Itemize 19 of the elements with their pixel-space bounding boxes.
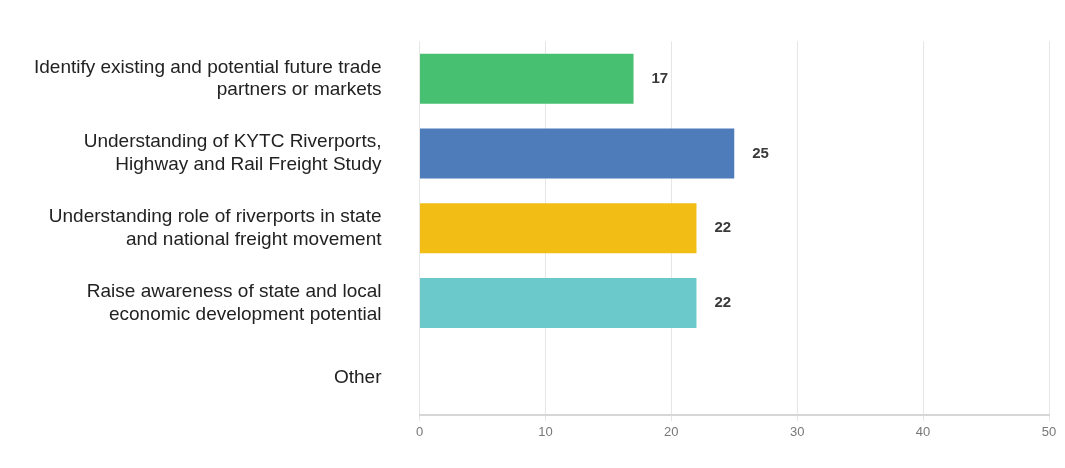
- x-tick-label: 50: [1041, 423, 1057, 439]
- x-tick-label: 40: [915, 423, 931, 439]
- x-tick-label: 0: [415, 423, 424, 439]
- bar: [420, 128, 735, 179]
- x-tick-label: 10: [538, 423, 553, 439]
- data-label: 22: [714, 218, 732, 236]
- x-tick-label: 30: [789, 423, 805, 439]
- data-label: 22: [714, 293, 732, 311]
- data-label: 17: [651, 68, 669, 86]
- y-tick-label: Other: [333, 366, 383, 388]
- y-tick-label: Understanding of KYTC Riverports, Highway and Rail Freight Study: [83, 130, 382, 175]
- bar: [420, 203, 697, 254]
- y-tick-label: Identify existing and potential future trade partners or markets: [33, 55, 382, 100]
- data-label: 25: [752, 143, 769, 161]
- y-tick-label: Raise awareness of state and local economic development potential: [86, 279, 382, 324]
- bar: [420, 278, 697, 329]
- bar: [420, 53, 634, 104]
- x-tick-label: 20: [664, 423, 679, 439]
- y-tick-label: Understanding role of riverports in state and national freight movement: [48, 205, 383, 249]
